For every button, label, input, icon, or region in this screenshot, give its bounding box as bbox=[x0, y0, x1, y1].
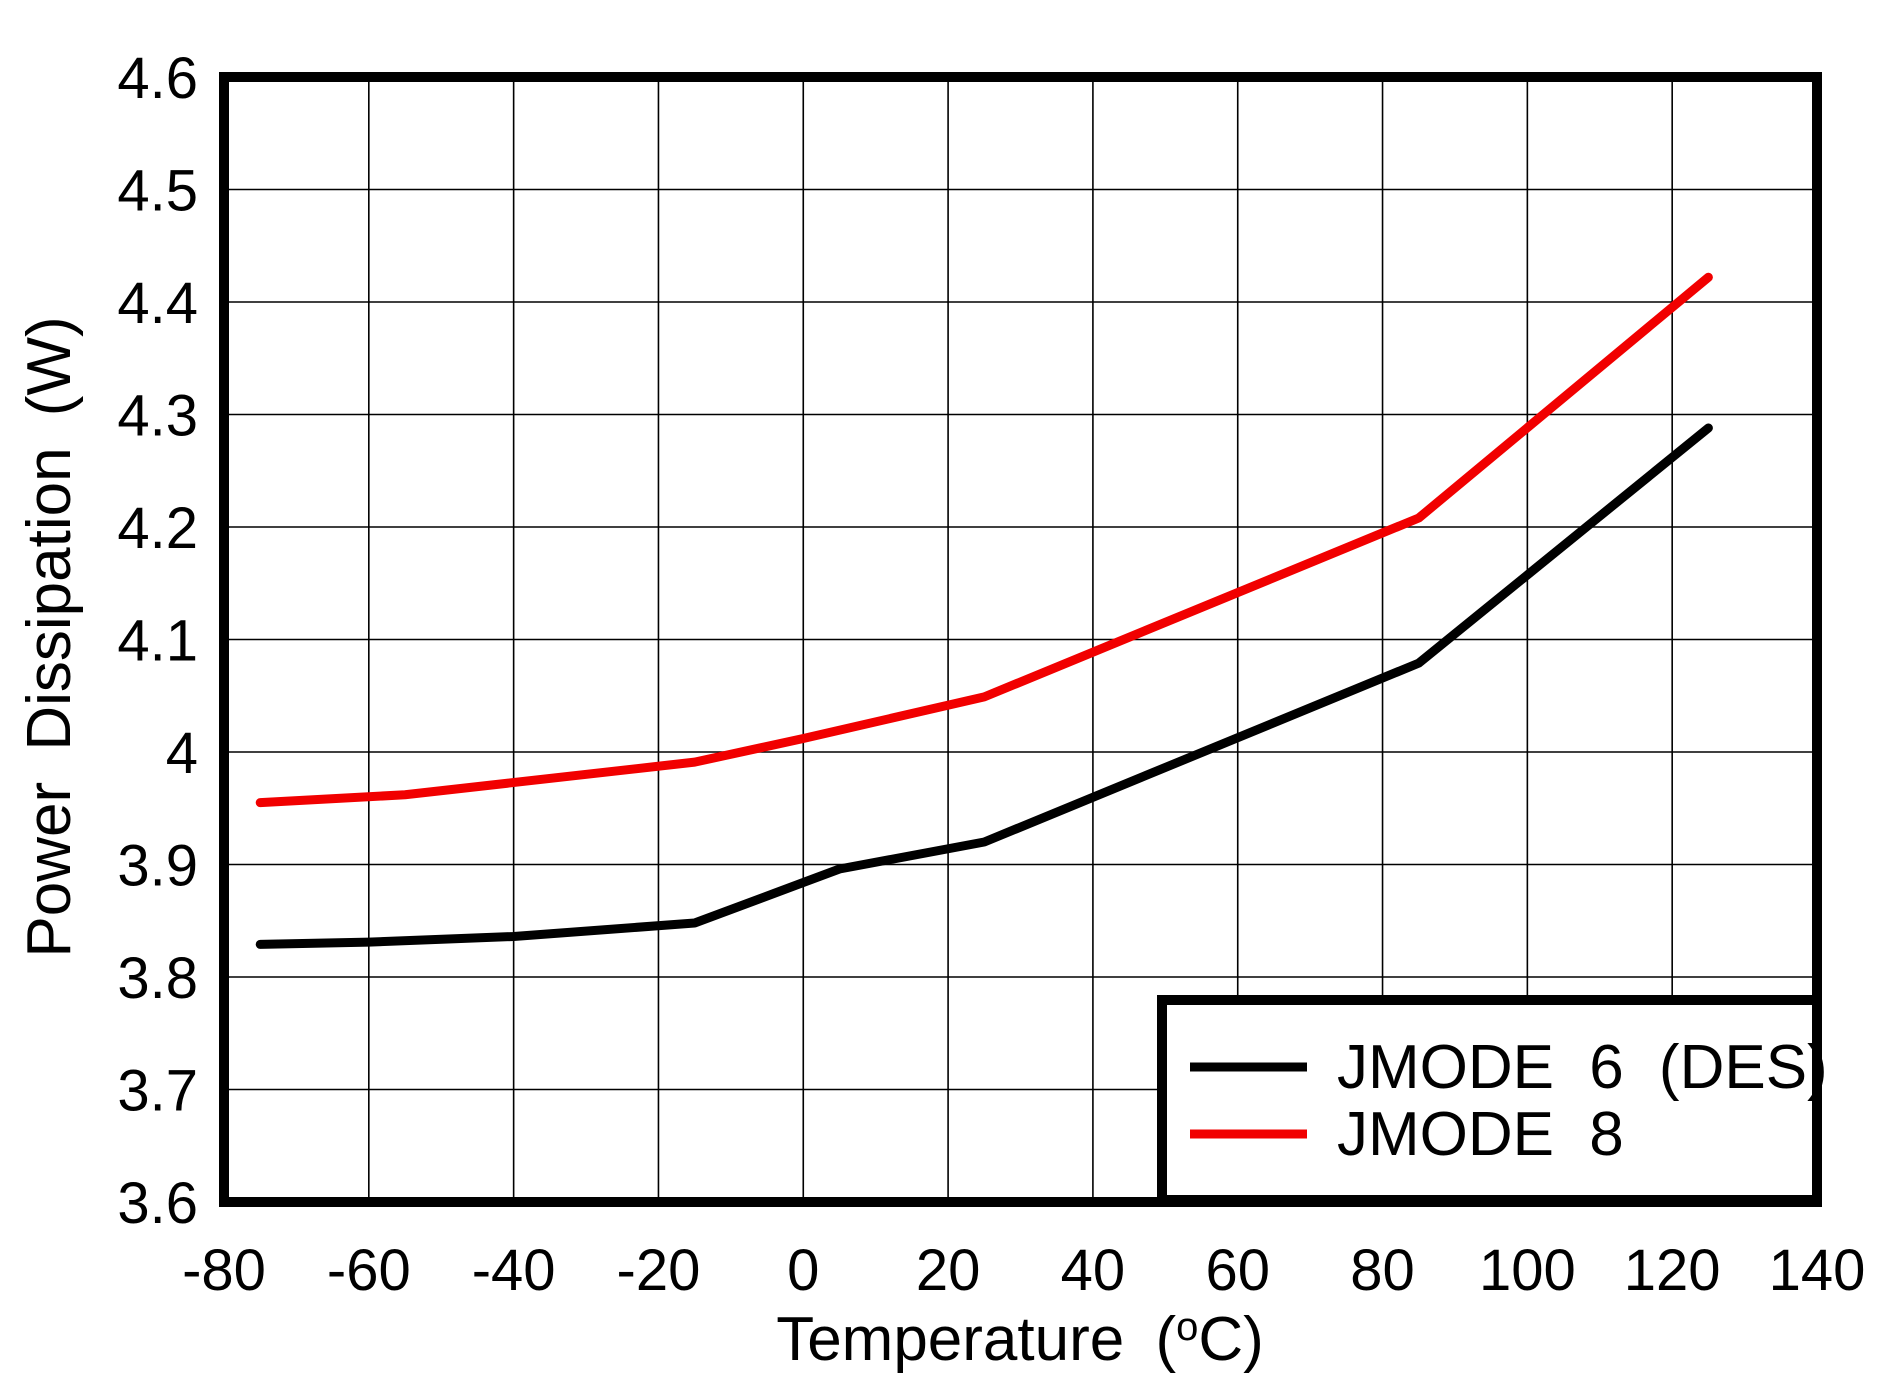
y-axis-title: Power Dissipation (W) bbox=[15, 316, 84, 957]
x-tick-label: 100 bbox=[1479, 1238, 1576, 1303]
y-tick-label: 4.6 bbox=[117, 46, 198, 111]
x-tick-label: -60 bbox=[327, 1238, 411, 1303]
x-tick-label: -40 bbox=[472, 1238, 556, 1303]
y-tick-label: 3.6 bbox=[117, 1171, 198, 1236]
series-line-0 bbox=[255, 423, 1713, 949]
x-tick-label: 0 bbox=[787, 1238, 819, 1303]
x-tick-label: 140 bbox=[1769, 1238, 1866, 1303]
x-axis-title: Temperature (oC) bbox=[776, 1305, 1264, 1374]
y-tick-label: 4.3 bbox=[117, 384, 198, 449]
series-lines bbox=[255, 272, 1713, 949]
y-tick-label: 3.7 bbox=[117, 1059, 198, 1124]
legend-box bbox=[1157, 995, 1822, 1205]
y-tick-label: 4 bbox=[166, 721, 198, 786]
plot-border bbox=[219, 72, 1822, 1207]
x-tick-label: 60 bbox=[1205, 1238, 1270, 1303]
legend-label-jmode6: JMODE 6 (DES) bbox=[1337, 1033, 1828, 1102]
y-tick-label: 4.5 bbox=[117, 159, 198, 224]
x-tick-label: -80 bbox=[182, 1238, 266, 1303]
x-tick-label: 20 bbox=[916, 1238, 981, 1303]
legend: JMODE 6 (DES) JMODE 8 bbox=[1157, 995, 1828, 1205]
x-tick-label: 120 bbox=[1624, 1238, 1721, 1303]
legend-label-jmode8: JMODE 8 bbox=[1337, 1100, 1624, 1169]
tick-labels: -80 -60 -40 -20 0 20 40 60 80 100 120 140 3.6 3.7 3.8 3… bbox=[117, 46, 1865, 1303]
x-tick-label: 80 bbox=[1350, 1238, 1415, 1303]
series-line-1 bbox=[255, 272, 1713, 808]
x-tick-label: -20 bbox=[617, 1238, 701, 1303]
y-tick-label: 4.1 bbox=[117, 609, 198, 674]
y-tick-label: 4.2 bbox=[117, 496, 198, 561]
x-tick-label: 40 bbox=[1061, 1238, 1126, 1303]
y-tick-label: 4.4 bbox=[117, 271, 198, 336]
y-tick-label: 3.9 bbox=[117, 834, 198, 899]
y-tick-label: 3.8 bbox=[117, 946, 198, 1011]
